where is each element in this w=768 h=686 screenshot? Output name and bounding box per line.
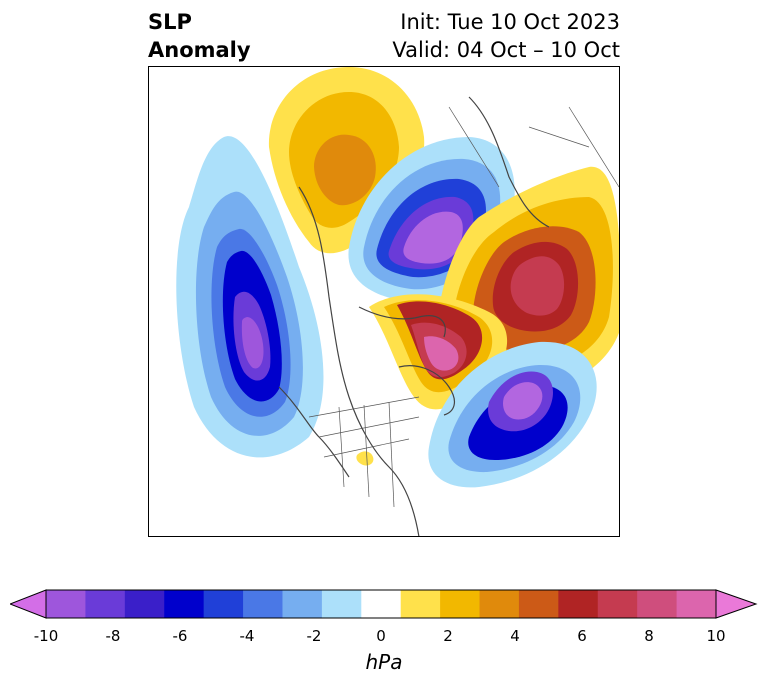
- us-positive-pocket: [356, 451, 374, 466]
- date-info: Init: Tue 10 Oct 2023 Valid: 04 Oct – 10…: [392, 8, 620, 64]
- colorbar-bin: [243, 590, 283, 618]
- colorbar-extend-max: [715, 589, 758, 619]
- colorbar-bin: [676, 590, 717, 618]
- colorbar-bin: [282, 590, 323, 618]
- anomaly-map-svg: [176, 67, 619, 536]
- colorbar-border: [45, 589, 717, 619]
- colorbar-bin: [85, 590, 126, 618]
- colorbar-bin: [361, 590, 402, 618]
- colorbar-bin: [400, 590, 441, 618]
- colorbar-bin: [164, 590, 205, 618]
- colorbar-extend-min: [10, 589, 47, 619]
- colorbar-tick-label: -2: [306, 627, 322, 645]
- colorbar-tick-label: -6: [172, 627, 188, 645]
- colorbar-bin: [124, 590, 165, 618]
- colorbar-tick-label: 6: [577, 627, 587, 645]
- anomaly-map: [148, 66, 620, 537]
- units-label: hPa: [365, 650, 403, 674]
- colorbar-bin: [637, 590, 678, 618]
- colorbar-bin: [558, 590, 599, 618]
- colorbar-tick-label: -8: [105, 627, 121, 645]
- colorbar-tick-label: 0: [376, 627, 386, 645]
- colorbar-bin: [203, 590, 244, 618]
- colorbar-bin: [321, 590, 362, 618]
- colorbar-bin: [479, 590, 520, 618]
- colorbar-tick-label: 4: [510, 627, 520, 645]
- title-line-1: SLP: [148, 10, 192, 34]
- atlantic-low-anomaly: [428, 341, 597, 488]
- colorbar: [10, 589, 758, 619]
- eurasian-high-anomaly: [436, 166, 619, 398]
- colorbar-tick-label: -4: [239, 627, 255, 645]
- colorbar-tick-label: 8: [644, 627, 654, 645]
- political-borders: [308, 106, 619, 508]
- colorbar-tick-label: 10: [706, 627, 726, 645]
- coastlines: [278, 96, 550, 536]
- valid-range: Valid: 04 Oct – 10 Oct: [392, 38, 620, 62]
- colorbar-bin: [46, 590, 86, 618]
- map-title: SLP Anomaly: [148, 8, 251, 64]
- colorbar-tick-label: 2: [443, 627, 453, 645]
- colorbar-bin: [597, 590, 638, 618]
- init-date: Init: Tue 10 Oct 2023: [400, 10, 620, 34]
- colorbar-tick-label: -10: [33, 627, 59, 645]
- title-line-2: Anomaly: [148, 38, 251, 62]
- colorbar-bin: [440, 590, 481, 618]
- pacific-low-anomaly: [176, 136, 324, 458]
- colorbar-bin: [518, 590, 559, 618]
